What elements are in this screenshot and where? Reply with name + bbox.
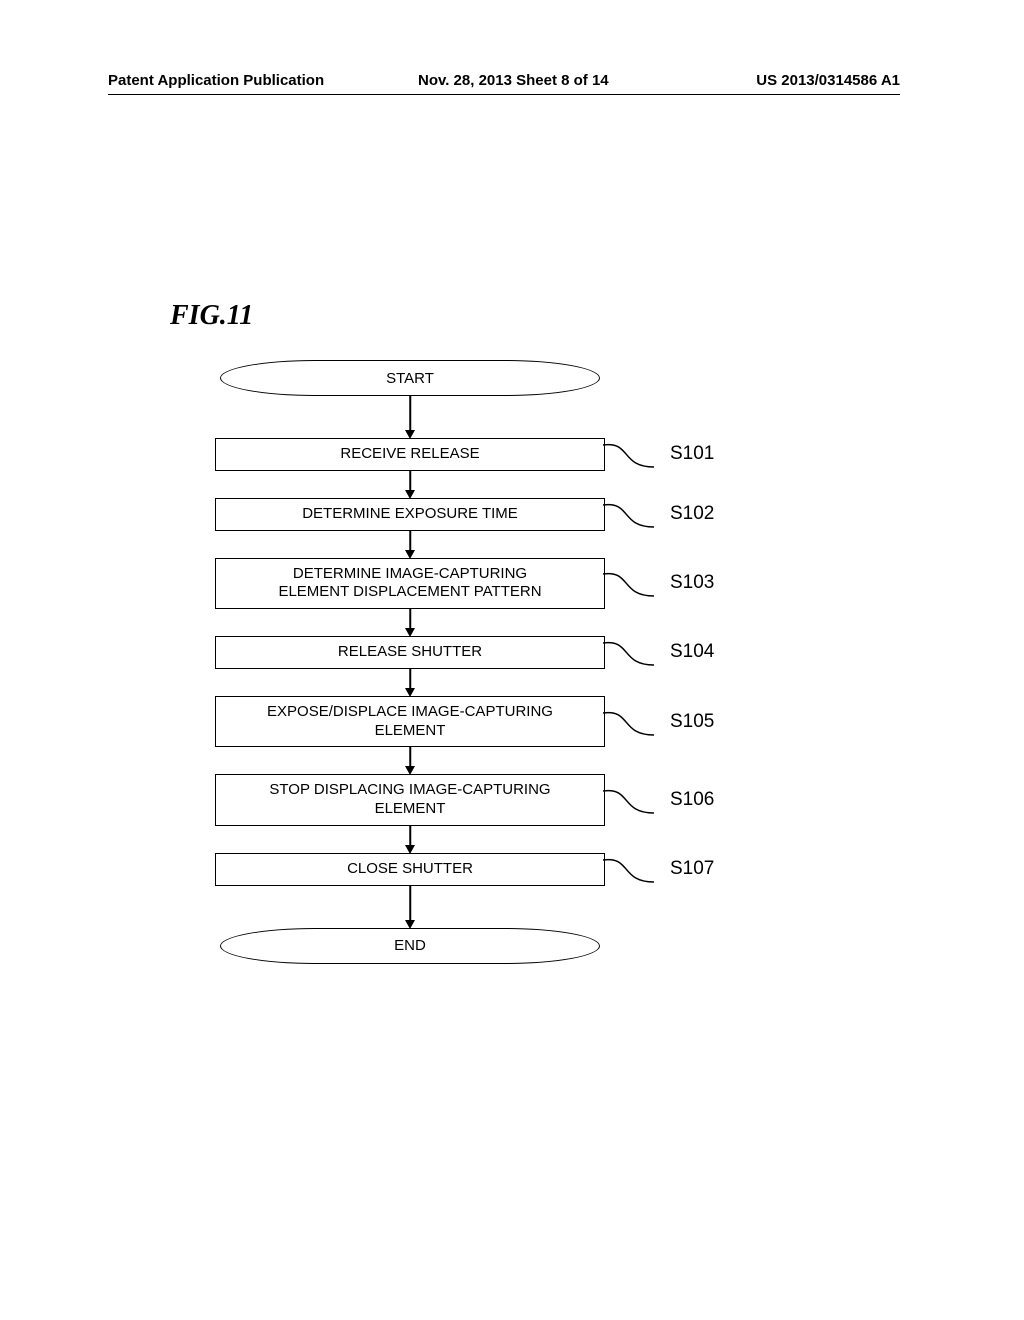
- header-middle: Nov. 28, 2013 Sheet 8 of 14: [418, 72, 609, 89]
- arrow: [409, 471, 411, 498]
- terminator-end: END: [220, 928, 600, 964]
- arrow: [409, 886, 411, 928]
- arrow-line: [409, 396, 411, 431]
- arrow-line: [409, 669, 411, 689]
- arrow-line: [409, 747, 411, 767]
- figure-label: FIG.11: [170, 300, 253, 332]
- arrow: [409, 531, 411, 558]
- process-text: RECEIVE RELEASE: [340, 445, 479, 464]
- process-s106: STOP DISPLACING IMAGE-CAPTURINGELEMENT: [215, 774, 605, 826]
- arrow-line: [409, 531, 411, 551]
- arrow: [409, 669, 411, 696]
- process-text: DETERMINE IMAGE-CAPTURINGELEMENT DISPLAC…: [278, 565, 541, 603]
- process-s101: RECEIVE RELEASE: [215, 438, 605, 471]
- page-header: Patent Application Publication Nov. 28, …: [108, 72, 900, 89]
- header-right: US 2013/0314586 A1: [756, 72, 900, 89]
- process-text: RELEASE SHUTTER: [338, 643, 482, 662]
- flowchart: START RECEIVE RELEASE DETERMINE EXPOSURE…: [200, 360, 620, 964]
- process-text: EXPOSE/DISPLACE IMAGE-CAPTURINGELEMENT: [267, 703, 553, 741]
- step-label: S105: [670, 711, 714, 733]
- terminator-start: START: [220, 360, 600, 396]
- step-label: S106: [670, 789, 714, 811]
- step-label: S107: [670, 858, 714, 880]
- header-rule: [108, 94, 900, 95]
- arrow-line: [409, 609, 411, 629]
- process-s107: CLOSE SHUTTER: [215, 853, 605, 886]
- process-s103: DETERMINE IMAGE-CAPTURINGELEMENT DISPLAC…: [215, 558, 605, 610]
- step-label: S101: [670, 443, 714, 465]
- process-text: CLOSE SHUTTER: [347, 860, 473, 879]
- arrow-line: [409, 471, 411, 491]
- process-s102: DETERMINE EXPOSURE TIME: [215, 498, 605, 531]
- step-label: S104: [670, 641, 714, 663]
- step-label: S103: [670, 572, 714, 594]
- arrow: [409, 609, 411, 636]
- arrow: [409, 747, 411, 774]
- step-label: S102: [670, 503, 714, 525]
- header-left: Patent Application Publication: [108, 72, 324, 89]
- arrow: [409, 826, 411, 853]
- terminator-start-text: START: [386, 370, 434, 387]
- arrow: [409, 396, 411, 438]
- process-text: DETERMINE EXPOSURE TIME: [302, 505, 518, 524]
- process-text: STOP DISPLACING IMAGE-CAPTURINGELEMENT: [269, 781, 550, 819]
- arrow-line: [409, 886, 411, 921]
- arrow-line: [409, 826, 411, 846]
- process-s104: RELEASE SHUTTER: [215, 636, 605, 669]
- terminator-end-text: END: [394, 937, 426, 954]
- process-s105: EXPOSE/DISPLACE IMAGE-CAPTURINGELEMENT: [215, 696, 605, 748]
- page: Patent Application Publication Nov. 28, …: [0, 0, 1024, 1320]
